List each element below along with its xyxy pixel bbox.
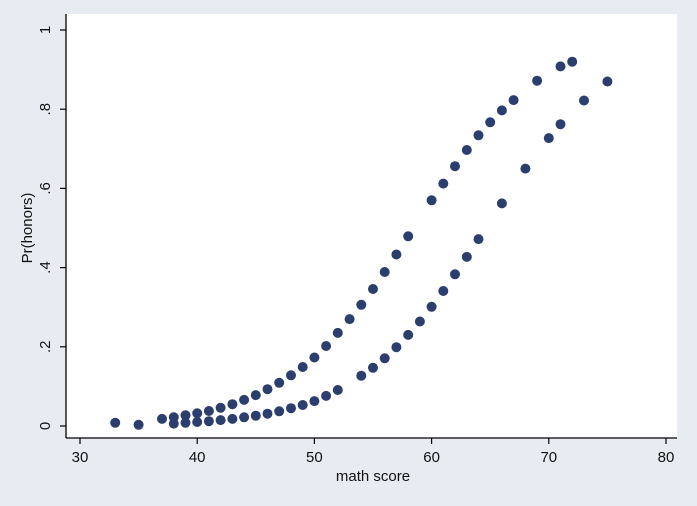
data-points [110, 56, 613, 430]
data-point-series-2 [391, 342, 402, 353]
data-point-series-1 [262, 384, 273, 395]
data-point-series-2 [180, 417, 191, 428]
data-point-series-1 [286, 370, 296, 381]
data-point-series-1 [250, 390, 261, 401]
data-point-series-2 [250, 410, 261, 421]
x-tick-label: 50 [306, 449, 323, 466]
data-point-series-1 [508, 95, 519, 106]
x-tick-label: 80 [658, 449, 675, 466]
axes: 30 40 50 60 70 80 0 .2 .4 .6 .8 1 [37, 14, 677, 466]
data-point-series-2 [414, 316, 425, 327]
data-point-series-1 [297, 362, 308, 372]
data-point-series-1 [438, 178, 449, 189]
data-point-series-1 [532, 75, 543, 86]
data-point-series-2 [321, 390, 332, 401]
data-point-series-1 [555, 61, 566, 72]
data-point-series-2 [438, 286, 449, 296]
data-point-series-1 [368, 284, 378, 294]
data-point-series-2 [473, 234, 484, 245]
data-point-series-1 [203, 406, 214, 416]
data-point-series-1 [356, 299, 367, 310]
x-tick-label: 30 [72, 449, 89, 466]
data-point-series-2 [520, 163, 531, 174]
data-point-series-2 [461, 251, 472, 262]
data-point-series-2 [426, 301, 437, 312]
data-point-series-2 [309, 396, 320, 407]
plot-area [66, 14, 677, 438]
data-point-series-1 [496, 105, 507, 116]
data-point-series-1 [110, 417, 121, 428]
y-tick-label: .8 [37, 103, 54, 116]
data-point-series-1 [403, 231, 414, 242]
data-point-series-2 [579, 95, 589, 106]
y-tick-label: .2 [37, 341, 54, 354]
data-point-series-1 [461, 145, 472, 155]
y-tick-label: 1 [37, 26, 54, 34]
data-point-series-2 [403, 329, 414, 340]
data-point-series-2 [332, 385, 343, 395]
data-point-series-1 [426, 195, 437, 206]
data-point-series-2 [203, 416, 214, 427]
x-tick-label: 40 [189, 449, 206, 466]
data-point-series-1 [321, 341, 332, 351]
data-point-series-2 [239, 412, 250, 423]
data-point-series-1 [180, 410, 191, 421]
y-tick-label: .4 [37, 261, 54, 274]
data-point-series-1 [450, 161, 460, 172]
data-point-series-2 [555, 119, 566, 130]
data-point-series-1 [309, 352, 320, 363]
data-point-series-1 [567, 56, 578, 67]
y-tick-label: 0 [37, 422, 54, 430]
data-point-series-1 [215, 402, 226, 413]
data-point-series-1 [485, 117, 496, 128]
data-point-series-2 [543, 133, 554, 144]
data-point-series-2 [356, 370, 367, 381]
data-point-series-1 [391, 249, 402, 260]
data-point-series-2 [602, 76, 613, 87]
data-point-series-2 [368, 362, 378, 373]
data-point-series-2 [215, 415, 226, 426]
y-tick-label: .6 [37, 182, 54, 195]
y-axis-title: Pr(honors) [19, 193, 36, 264]
data-point-series-1 [239, 394, 250, 405]
data-point-series-1 [332, 327, 343, 338]
data-point-series-1 [227, 399, 238, 410]
data-point-series-1 [157, 413, 167, 424]
data-point-series-2 [496, 198, 507, 209]
data-point-series-2 [286, 403, 296, 414]
data-point-series-2 [192, 417, 203, 427]
data-point-series-2 [262, 408, 273, 419]
x-tick-label: 60 [423, 449, 440, 466]
data-point-series-2 [168, 418, 179, 429]
x-tick-label: 70 [540, 449, 557, 466]
x-axis-title: math score [336, 468, 410, 485]
data-point-series-2 [274, 406, 285, 417]
data-point-series-2 [227, 413, 238, 424]
data-point-series-1 [379, 267, 390, 277]
data-point-series-2 [379, 353, 390, 364]
data-point-series-1 [344, 314, 355, 325]
data-point-series-1 [274, 377, 285, 388]
data-point-series-2 [450, 269, 460, 280]
data-point-series-1 [473, 130, 484, 141]
data-point-series-1 [133, 419, 144, 430]
data-point-series-1 [192, 408, 203, 419]
data-point-series-2 [297, 400, 308, 410]
